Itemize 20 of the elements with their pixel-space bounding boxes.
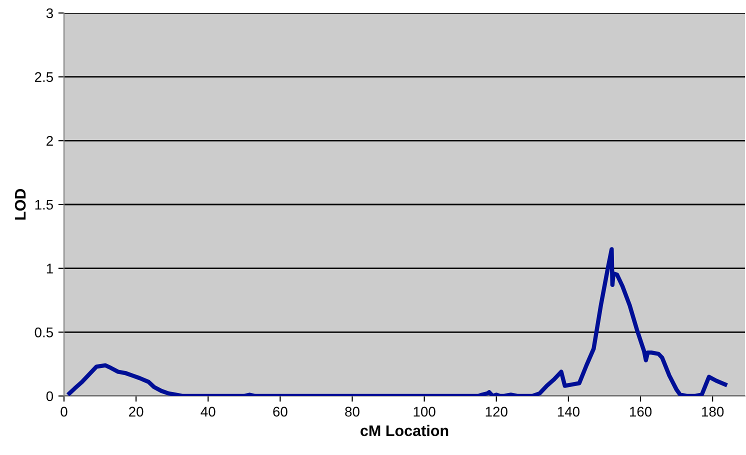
x-axis-title: cM Location (360, 424, 448, 436)
y-tick-label: 1.5 (35, 200, 54, 210)
y-axis-title: LOD (14, 189, 26, 220)
y-tick-label: 3 (46, 8, 53, 18)
y-tick-label: 2 (46, 136, 53, 146)
x-tick-label: 60 (273, 406, 288, 417)
x-tick-label: 100 (414, 406, 436, 417)
x-tick-label: 40 (200, 406, 216, 417)
line-series (67, 247, 728, 396)
x-tick-label: 120 (486, 406, 508, 417)
x-tick-label: 140 (558, 406, 580, 417)
y-tick-label: 0 (46, 391, 54, 402)
x-tick-label: 80 (345, 406, 360, 417)
y-tick-label: 0.5 (34, 328, 54, 338)
x-tick-label: 160 (630, 406, 652, 417)
y-tick-label: 1 (46, 264, 53, 274)
x-tick-label: 20 (129, 406, 144, 417)
x-tick-label: 180 (702, 406, 724, 417)
x-tick-label: 0 (60, 406, 68, 417)
y-tick-label: 2.5 (34, 72, 54, 82)
